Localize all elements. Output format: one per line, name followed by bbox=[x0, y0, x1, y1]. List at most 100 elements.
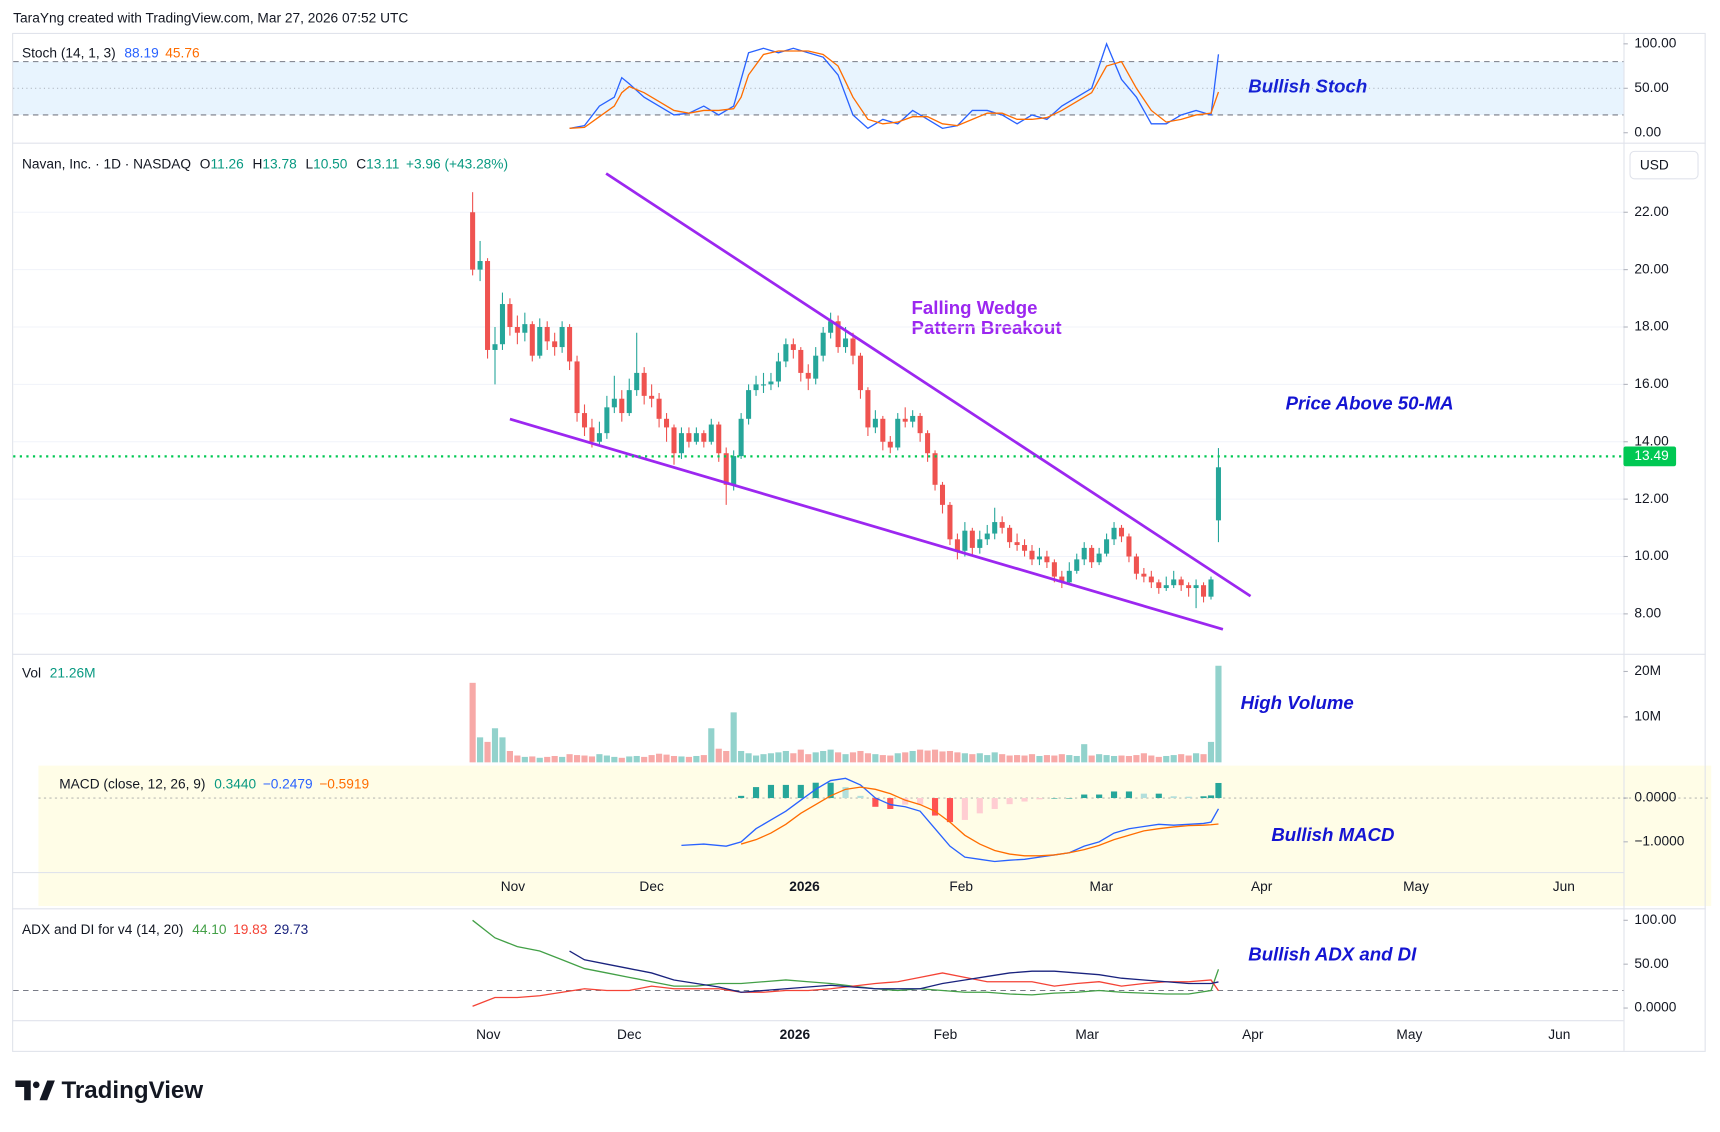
volume-bar bbox=[805, 754, 812, 763]
candle-body bbox=[701, 433, 707, 442]
candle-body bbox=[1171, 579, 1177, 586]
x-tick-label: Dec bbox=[639, 879, 664, 894]
volume-bar bbox=[559, 756, 566, 763]
histogram-bar bbox=[931, 798, 939, 816]
chart-frame bbox=[12, 32, 1706, 1052]
adx-legend: ADX and DI for v4 (14, 20) 44.10 19.83 29.7… bbox=[22, 922, 309, 937]
y-tick-label: −1.0000 bbox=[1634, 833, 1684, 848]
candle-body bbox=[887, 441, 893, 448]
histogram-bar bbox=[782, 784, 789, 799]
volume-bar bbox=[917, 749, 924, 763]
volume-bar bbox=[1185, 755, 1192, 763]
candle-body bbox=[552, 341, 558, 348]
histogram-bar bbox=[1170, 796, 1177, 799]
ohlc-value: 10.50 bbox=[313, 156, 348, 171]
ohlc-key: L bbox=[306, 156, 314, 171]
ohlc-value: 11.26 bbox=[210, 156, 244, 171]
volume-bar bbox=[857, 750, 864, 763]
histogram-bar bbox=[1155, 793, 1162, 799]
volume-bar bbox=[842, 754, 849, 763]
volume-bar bbox=[1036, 755, 1043, 763]
candle-body bbox=[1133, 556, 1139, 574]
histogram-bar bbox=[1140, 793, 1147, 799]
candle-body bbox=[992, 522, 998, 534]
volume-bar bbox=[909, 750, 916, 763]
volume-bar bbox=[1043, 755, 1050, 763]
y-tick-label: 0.0000 bbox=[1634, 1000, 1676, 1015]
pane: 10M 20M bbox=[469, 663, 1661, 763]
candle-body bbox=[828, 321, 834, 333]
volume-bar bbox=[782, 750, 789, 763]
candle-body bbox=[596, 433, 602, 442]
candle-body bbox=[671, 427, 677, 454]
candle-body bbox=[1193, 585, 1199, 589]
y-tick-label: 100.00 bbox=[1634, 35, 1676, 50]
histogram-bar bbox=[946, 798, 954, 823]
volume-bar bbox=[752, 755, 760, 763]
x-tick-label: 2026 bbox=[780, 1027, 811, 1042]
histogram-bar bbox=[917, 798, 924, 805]
volume-bar bbox=[738, 750, 745, 763]
legend-title: Stoch (14, 1, 3) bbox=[22, 45, 116, 60]
y-tick-label: 12.00 bbox=[1634, 491, 1669, 506]
candle-body bbox=[760, 384, 767, 386]
histogram-bar bbox=[1110, 791, 1118, 799]
candle-body bbox=[1051, 562, 1057, 577]
pane: −1.0000 0.0000 bbox=[38, 777, 1712, 863]
candle-body bbox=[1096, 553, 1102, 563]
ohlc-key: C bbox=[356, 156, 366, 171]
volume-bar bbox=[1103, 755, 1110, 763]
x-tick-label: Jun bbox=[1553, 879, 1575, 894]
volume-bar bbox=[506, 750, 513, 763]
volume-bar bbox=[1058, 754, 1065, 763]
volume-bar bbox=[1215, 665, 1222, 763]
series-line bbox=[569, 42, 1220, 130]
candle-body bbox=[932, 453, 938, 485]
candle-body bbox=[895, 418, 901, 448]
volume-bar bbox=[1133, 755, 1140, 763]
candle-body bbox=[1036, 556, 1042, 560]
volume-bar bbox=[693, 755, 700, 763]
legend-value: 19.83 bbox=[233, 922, 268, 937]
volume-bar bbox=[1118, 755, 1125, 763]
volume-bar bbox=[551, 755, 558, 763]
candle-body bbox=[962, 530, 968, 551]
histogram-bar bbox=[1185, 796, 1192, 799]
volume-bar bbox=[894, 753, 901, 763]
volume-bar bbox=[812, 752, 819, 763]
candle-body bbox=[1118, 527, 1125, 537]
volume-bar bbox=[1051, 755, 1058, 763]
candle-body bbox=[485, 261, 491, 350]
histogram-bar bbox=[1051, 798, 1058, 799]
series-line bbox=[740, 786, 1219, 857]
pane: 8.00 10.00 12.00 14.00 16.00 18.00 20.00 22.00 1… bbox=[13, 172, 1677, 631]
brand-logo[interactable]: TradingView bbox=[15, 1077, 203, 1104]
currency-box[interactable] bbox=[1629, 150, 1699, 180]
histogram-bar bbox=[1200, 796, 1207, 799]
x-tick-label: Nov bbox=[476, 1027, 501, 1042]
y-tick-label: 0.0000 bbox=[1634, 790, 1676, 805]
candle-body bbox=[1014, 542, 1020, 546]
histogram-bar bbox=[1096, 794, 1103, 799]
candle-body bbox=[843, 338, 849, 348]
volume-bar bbox=[1193, 753, 1200, 763]
y-tick-label: 14.00 bbox=[1634, 433, 1669, 448]
volume-bar bbox=[484, 741, 491, 763]
candle-body bbox=[723, 453, 729, 485]
candle-body bbox=[775, 361, 781, 382]
volume-bar bbox=[1073, 755, 1080, 763]
candle-body bbox=[902, 418, 908, 422]
currency-label[interactable]: USD bbox=[1640, 157, 1669, 172]
candle-body bbox=[604, 407, 610, 434]
legend-value: −0.2479 bbox=[263, 776, 313, 791]
series-line bbox=[569, 50, 1220, 129]
histogram-bar bbox=[738, 795, 745, 799]
volume-bar bbox=[820, 750, 827, 763]
x-tick-label: Jun bbox=[1548, 1027, 1570, 1042]
legend-value: 45.76 bbox=[165, 45, 200, 60]
y-tick-label: 50.00 bbox=[1634, 956, 1669, 971]
price-label-box bbox=[1623, 446, 1677, 467]
candle-body bbox=[708, 424, 714, 442]
histogram-bar bbox=[1021, 798, 1028, 802]
legend-title: Navan, Inc. · 1D · NASDAQ bbox=[22, 156, 191, 171]
